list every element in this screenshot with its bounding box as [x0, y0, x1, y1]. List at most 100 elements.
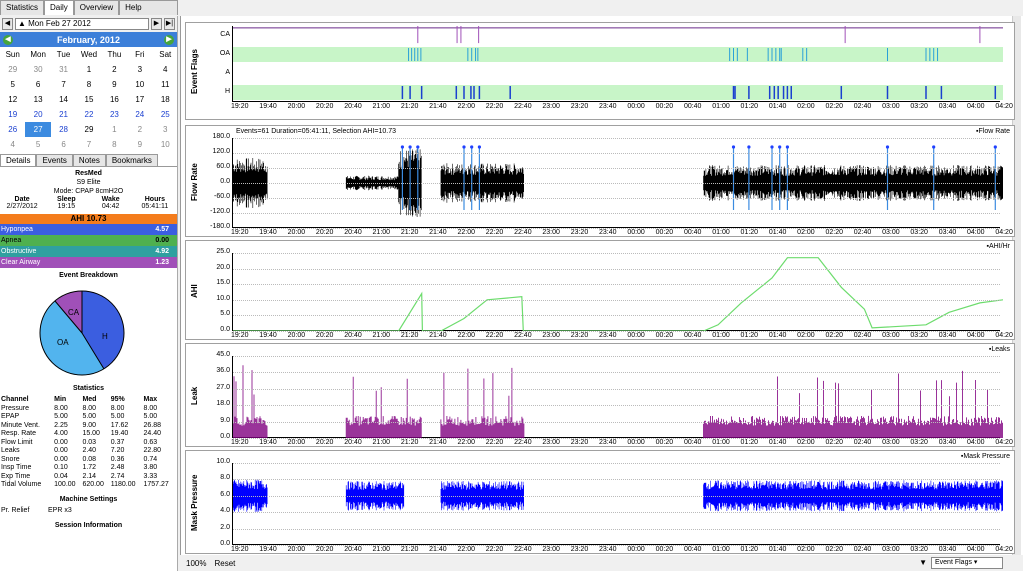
calendar-day[interactable]: 4	[10, 140, 15, 149]
calendar-day[interactable]: 27	[25, 122, 51, 137]
y-tick-label: -60.0	[214, 193, 230, 200]
calendar-day[interactable]: 22	[84, 110, 94, 119]
calendar-day[interactable]: 6	[61, 140, 66, 149]
stats-cell: Resp. Rate	[1, 430, 37, 437]
tab-help-browser[interactable]: Help Browser	[119, 0, 178, 24]
calendar-day[interactable]: 13	[33, 95, 43, 104]
tab-events[interactable]: Events	[36, 154, 73, 166]
x-tick-label: 21:40	[429, 439, 447, 446]
event-flags-select[interactable]: Event Flags ▾	[931, 557, 1003, 569]
prev-day-button[interactable]: ◀	[2, 18, 13, 30]
calendar-day[interactable]: 5	[35, 140, 41, 149]
date-picker[interactable]: ▲ Mon Feb 27 2012	[15, 18, 149, 30]
plot-area[interactable]: 10.0 8.0 6.0 4.0 2.0 0.0 19:20 19:40 20:00 20:20 2…	[216, 458, 1012, 553]
x-tick-label: 19:20	[231, 332, 249, 339]
calendar-day[interactable]: 26	[8, 125, 18, 134]
tab-statistics[interactable]: Statistics	[0, 0, 45, 15]
tab-bookmarks[interactable]: Bookmarks	[105, 154, 158, 166]
flow-event-dot	[470, 145, 474, 149]
leak-panel[interactable]: Leak ▪Leaks 45.0 36.0 27.0 18.0 9.0 0.0 19:20 19:…	[185, 343, 1015, 447]
calendar-day[interactable]: 19	[8, 110, 18, 119]
tab-details[interactable]: Details	[0, 154, 37, 166]
stats-cell: Insp Time	[1, 464, 32, 471]
calendar-day[interactable]: 1	[112, 125, 117, 134]
calendar-day[interactable]: 31	[59, 65, 68, 74]
calendar-day[interactable]: 6	[35, 80, 41, 89]
x-tick-label: 22:00	[457, 103, 475, 110]
calendar-day[interactable]: 17	[135, 95, 145, 104]
y-axis-label: AHI	[190, 284, 199, 298]
x-tick-label: 01:20	[740, 332, 759, 339]
calendar-day[interactable]: 9	[112, 80, 117, 89]
calendar-day[interactable]: 15	[84, 95, 94, 104]
y-tick-label: -180.0	[210, 223, 230, 230]
ahi-panel[interactable]: AHI ▪AHI/Hr 25.0 20.0 15.0 10.0 5.0 0.0 19:20 19:…	[185, 240, 1015, 340]
calendar-day[interactable]: 11	[161, 80, 170, 89]
calendar-day-header: Thu	[107, 50, 122, 59]
x-tick-label: 01:40	[768, 439, 787, 446]
calendar-day[interactable]: 28	[59, 125, 68, 134]
stats-col-header: Med	[82, 396, 97, 403]
x-tick-label: 19:40	[259, 229, 277, 236]
plot-area[interactable]: 180.0 120.0 60.0 0.0 -60.0 -120.0 -180.0 19:20 1…	[210, 133, 1013, 236]
event-flags-panel[interactable]: Event Flags CA OA A H 19:20 19:40 20:00 20:20 20:…	[185, 22, 1015, 120]
plot-area[interactable]: CA OA A H 19:20 19:40 20:00 20:20 20:40 21:00 21:2…	[220, 26, 1013, 110]
x-tick-label: 23:20	[570, 546, 589, 553]
stats-cell: 5.00	[82, 413, 97, 420]
calendar-day[interactable]: 3	[163, 125, 168, 134]
calendar-day[interactable]: 24	[135, 110, 145, 119]
calendar-day[interactable]: 10	[160, 140, 170, 149]
stats-cell: 8.00	[143, 404, 158, 412]
calendar-day[interactable]: 16	[109, 95, 119, 104]
plot-area[interactable]: 45.0 36.0 27.0 18.0 9.0 0.0 19:20 19:40 20:00 20:…	[216, 351, 1012, 446]
stats-cell: 3.80	[143, 464, 158, 471]
x-tick-label: 02:00	[797, 546, 815, 553]
last-day-button[interactable]: ▶|	[164, 18, 175, 30]
flag-row-label: A	[225, 68, 230, 76]
calendar-day[interactable]: 9	[137, 140, 143, 149]
calendar-day[interactable]: 4	[163, 65, 168, 74]
next-day-button[interactable]: ▶	[151, 18, 162, 30]
calendar-day[interactable]: 20	[33, 110, 43, 119]
x-tick-label: 01:40	[768, 103, 787, 110]
calendar-month: February,	[57, 34, 98, 45]
calendar-day[interactable]: 21	[59, 110, 68, 119]
x-tick-label: 20:00	[287, 229, 306, 236]
calendar-day[interactable]: 2	[112, 65, 117, 74]
calendar-day[interactable]: 25	[160, 110, 170, 119]
calendar-day[interactable]: 18	[160, 95, 170, 104]
calendar-day[interactable]: 8	[112, 140, 117, 149]
reset-button[interactable]: Reset	[214, 558, 236, 568]
calendar-day[interactable]: 1	[86, 65, 92, 74]
graph-legend: ▪Mask Pressure	[960, 453, 1010, 460]
graph-legend: ▪Leaks	[988, 346, 1010, 353]
calendar-day[interactable]: 14	[59, 95, 68, 104]
calendar-day[interactable]: 5	[10, 80, 15, 89]
graph-legend: ▪AHI/Hr	[986, 243, 1010, 250]
calendar-day[interactable]: 7	[61, 80, 66, 89]
flow-rate-panel[interactable]: Flow Rate ▪Flow Rate Events=61 Duration=05…	[185, 125, 1015, 237]
calendar-day[interactable]: 30	[33, 65, 43, 74]
next-month-icon[interactable]: ▶	[164, 34, 174, 45]
calendar-day[interactable]: 8	[86, 80, 92, 89]
tab-notes[interactable]: Notes	[72, 154, 106, 166]
calendar-day[interactable]: 10	[135, 80, 145, 89]
calendar-day[interactable]: 3	[137, 65, 143, 74]
x-tick-label: 00:20	[655, 546, 674, 553]
calendar-day[interactable]: 12	[8, 95, 18, 104]
calendar-day[interactable]: 29	[8, 65, 18, 74]
tab-overview[interactable]: Overview	[73, 0, 120, 15]
mask-pressure-panel[interactable]: Mask Pressure ▪Mask Pressure 10.0 8.0 6.0 4.0…	[185, 450, 1015, 554]
calendar-day[interactable]: 23	[109, 110, 119, 119]
flow-event-dot	[462, 145, 466, 149]
tab-daily[interactable]: Daily	[44, 0, 74, 15]
calendar-day[interactable]: 2	[137, 125, 143, 134]
y-tick-label: 6.0	[220, 490, 230, 498]
calendar-day[interactable]: 7	[86, 140, 92, 149]
prev-month-icon[interactable]: ◀	[3, 34, 13, 45]
stats-row: Insp Time 0.10 1.72 2.48 3.80	[1, 464, 177, 473]
x-tick-label: 22:40	[514, 103, 532, 110]
plot-area[interactable]: 25.0 20.0 15.0 10.0 5.0 0.0 19:20 19:40 20:00 20:…	[216, 248, 1012, 339]
calendar-day[interactable]: 29	[84, 125, 94, 134]
dropdown-arrow-icon[interactable]: ▼	[919, 558, 927, 567]
